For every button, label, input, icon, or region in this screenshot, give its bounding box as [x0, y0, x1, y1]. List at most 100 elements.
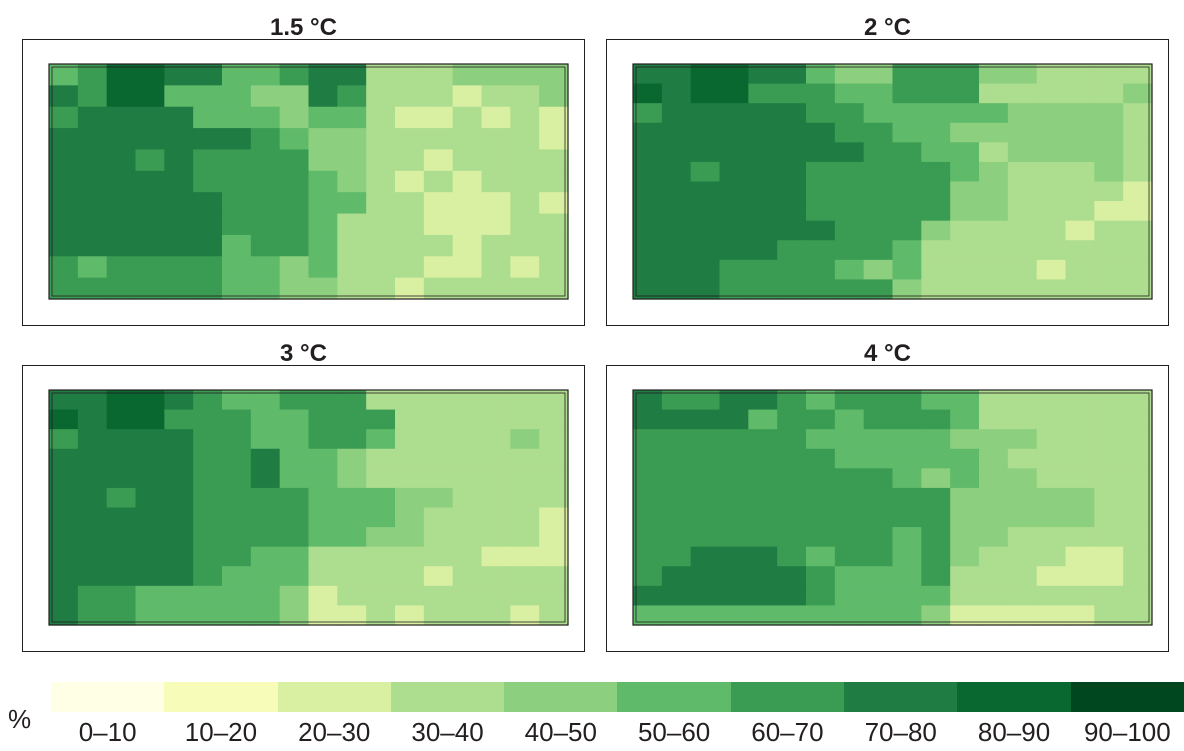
heatmap-cell — [633, 585, 663, 607]
heatmap-cell — [661, 240, 692, 261]
heatmap-cell — [1007, 448, 1038, 469]
heatmap-cell — [921, 64, 951, 85]
heatmap-cell — [1065, 103, 1095, 124]
colorbar-tick-labels: 0–10 10–20 20–30 30–40 40–50 50–60 60–70 70–80 8… — [51, 716, 1184, 748]
heatmap-cell — [834, 220, 865, 241]
heatmap-cell — [164, 192, 194, 215]
heatmap-cell — [1123, 527, 1153, 548]
heatmap-cell — [690, 103, 721, 124]
heatmap-cell — [222, 507, 252, 528]
heatmap-cell — [1123, 103, 1153, 124]
heatmap-cell — [777, 161, 807, 183]
heatmap-cell — [423, 429, 454, 450]
heatmap-cell — [748, 409, 778, 430]
heatmap-cell — [661, 279, 692, 300]
heatmap-cell — [193, 85, 223, 108]
heatmap-cell — [452, 487, 483, 509]
heatmap-cell — [1036, 220, 1067, 241]
heatmap-cell — [892, 259, 922, 281]
heatmap-cell — [510, 605, 540, 626]
heatmap-cell — [719, 527, 749, 548]
heatmap-cell — [690, 201, 721, 222]
heatmap-cell — [510, 106, 540, 129]
heatmap-cell — [250, 234, 281, 257]
heatmap-cell — [250, 192, 281, 215]
heatmap-cell — [366, 546, 396, 567]
heatmap-cell — [892, 527, 922, 548]
heatmap-cell — [748, 259, 778, 281]
heatmap-cell — [863, 566, 894, 587]
heatmap-cell — [1065, 122, 1095, 143]
heatmap-cell — [106, 546, 137, 567]
heatmap-cell — [834, 527, 865, 548]
heatmap-cell — [222, 527, 252, 548]
heatmap-cell — [1007, 201, 1038, 222]
heatmap-cell — [539, 429, 569, 450]
heatmap-cell — [77, 448, 108, 469]
heatmap-cell — [1065, 390, 1095, 411]
heatmap-cell — [1094, 507, 1124, 528]
heatmap-cell — [193, 566, 223, 587]
map-inner-border — [635, 392, 1150, 623]
heatmap-cell — [921, 103, 951, 124]
map-inner-border — [635, 66, 1150, 297]
heatmap-cell — [366, 605, 396, 626]
heatmap-cell — [834, 181, 865, 202]
heatmap-cell — [539, 546, 569, 567]
heatmap-cell — [1065, 546, 1095, 567]
heatmap-cell — [250, 585, 281, 607]
heatmap-cell — [1007, 546, 1038, 567]
map-outer-border — [48, 63, 569, 300]
heatmap-cell — [863, 259, 894, 281]
legend-unit-label: % — [8, 704, 32, 734]
heatmap-cell — [1007, 142, 1038, 163]
heatmap-cell — [452, 390, 483, 411]
heatmap-cell — [777, 240, 807, 261]
heatmap-cell — [452, 170, 483, 193]
heatmap-cell — [164, 277, 194, 300]
heatmap-cell — [250, 448, 281, 469]
heatmap-cell — [806, 220, 836, 241]
heatmap-cell — [49, 546, 79, 567]
heatmap-cell — [423, 507, 454, 528]
heatmap-cell — [1036, 527, 1067, 548]
heatmap-cell — [892, 103, 922, 124]
heatmap-cell — [1094, 279, 1124, 300]
heatmap-cell — [1123, 240, 1153, 261]
heatmap-cell — [395, 277, 425, 300]
heatmap-cell — [452, 527, 483, 548]
heatmap-cell — [1065, 429, 1095, 450]
heatmap-cell — [1094, 429, 1124, 450]
heatmap-cell — [1065, 259, 1095, 281]
heatmap-cell — [510, 256, 540, 279]
heatmap-cell — [77, 468, 108, 489]
heatmap-cell — [337, 234, 367, 257]
heatmap-cell — [77, 149, 108, 172]
heatmap-cell — [777, 507, 807, 528]
heatmap-cell — [834, 566, 865, 587]
heatmap-cell — [193, 170, 223, 193]
heatmap-cell — [633, 259, 663, 281]
heatmap-cell — [366, 234, 396, 257]
heatmap-cell — [135, 128, 165, 151]
heatmap-cell — [979, 259, 1009, 281]
heatmap-cell — [106, 487, 137, 509]
heatmap-cell — [633, 605, 663, 626]
heatmap-cell — [1036, 487, 1067, 509]
heatmap-cell — [308, 277, 338, 300]
heatmap-cell — [1065, 201, 1095, 222]
heatmap-cell — [777, 429, 807, 450]
heatmap-cell — [77, 106, 108, 129]
heatmap-cell — [777, 546, 807, 567]
heatmap-cell — [719, 507, 749, 528]
heatmap-cell — [719, 279, 749, 300]
heatmap-cell — [308, 487, 338, 509]
heatmap-cell — [481, 149, 511, 172]
heatmap-cell — [690, 566, 721, 587]
heatmap-cell — [279, 566, 310, 587]
heatmap-cell — [49, 213, 79, 236]
heatmap-cell — [633, 468, 663, 489]
heatmap-cell — [863, 448, 894, 469]
heatmap-cell — [863, 279, 894, 300]
heatmap-cell — [661, 546, 692, 567]
